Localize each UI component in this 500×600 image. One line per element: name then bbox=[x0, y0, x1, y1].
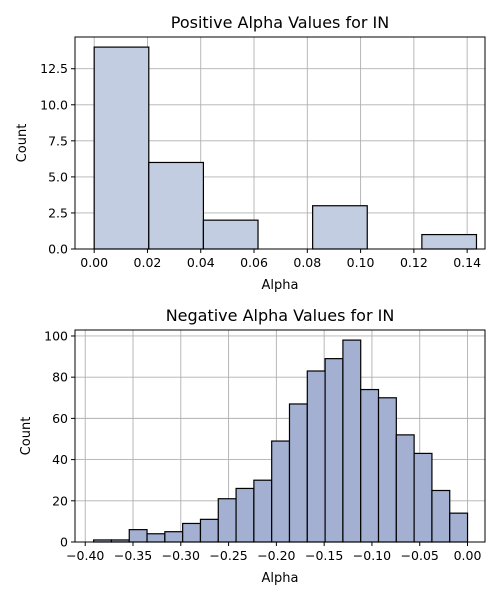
y-tick-label: 0.0 bbox=[48, 242, 68, 257]
x-tick-label: 0.08 bbox=[293, 255, 321, 270]
histogram-bar bbox=[449, 512, 469, 543]
negative-alpha-histogram: −0.40 −0.35 −0.30 −0.25 −0.20 −0.15 −0.10 −0.05… bbox=[19, 306, 486, 586]
histogram-bar bbox=[342, 339, 362, 543]
x-tick-label: 0.00 bbox=[454, 548, 482, 563]
plot-frame bbox=[74, 36, 486, 250]
y-tick-label: 10.0 bbox=[40, 97, 68, 112]
histogram-bar bbox=[360, 388, 380, 543]
x-tick-label: −0.35 bbox=[114, 548, 152, 563]
x-tick-label: 0.10 bbox=[347, 255, 375, 270]
x-tick-label: 0.02 bbox=[134, 255, 162, 270]
y-tick-label: 2.5 bbox=[48, 205, 68, 220]
histogram-bar bbox=[288, 403, 308, 543]
x-tick-label: −0.15 bbox=[305, 548, 343, 563]
y-tick-label: 40 bbox=[52, 452, 68, 467]
histogram-bar bbox=[271, 440, 291, 543]
histogram-bar bbox=[253, 479, 273, 543]
x-axis-label: Alpha bbox=[262, 278, 299, 293]
y-axis-label: Count bbox=[15, 124, 30, 163]
y-tick-label: 80 bbox=[52, 370, 68, 385]
x-tick-label: −0.25 bbox=[209, 548, 247, 563]
y-tick-label: 0 bbox=[60, 535, 68, 550]
x-tick-label: 0.00 bbox=[80, 255, 108, 270]
histogram-bar bbox=[421, 233, 478, 250]
histogram-bar bbox=[199, 518, 219, 543]
histogram-bar bbox=[324, 358, 344, 543]
histogram-bar bbox=[164, 531, 184, 543]
histogram-bar bbox=[217, 498, 237, 543]
x-tick-label: 0.12 bbox=[400, 255, 428, 270]
y-tick-label: 100 bbox=[44, 328, 68, 343]
histogram-bar bbox=[93, 46, 150, 250]
x-tick-label: −0.05 bbox=[401, 548, 439, 563]
x-tick-label: 0.06 bbox=[240, 255, 268, 270]
histogram-bar bbox=[395, 434, 415, 543]
x-tick-label: 0.04 bbox=[187, 255, 215, 270]
y-tick-label: 5.0 bbox=[48, 169, 68, 184]
histogram-bar bbox=[312, 205, 368, 250]
histogram-bar bbox=[235, 487, 255, 543]
x-tick-label: −0.20 bbox=[257, 548, 295, 563]
histogram-bar bbox=[306, 370, 326, 543]
histogram-bar bbox=[148, 161, 205, 250]
histogram-bar bbox=[128, 529, 148, 543]
x-tick-label: −0.10 bbox=[353, 548, 391, 563]
y-tick-label: 20 bbox=[52, 493, 68, 508]
chart-title: Negative Alpha Values for IN bbox=[166, 306, 395, 325]
histogram-bar bbox=[182, 522, 202, 543]
x-tick-label: −0.40 bbox=[66, 548, 104, 563]
histogram-bar bbox=[146, 533, 166, 543]
y-tick-label: 12.5 bbox=[40, 61, 68, 76]
x-tick-label: −0.30 bbox=[162, 548, 200, 563]
histogram-bar bbox=[413, 452, 433, 543]
histogram-bar bbox=[202, 219, 259, 250]
y-axis-label: Count bbox=[19, 417, 34, 456]
plot-frame bbox=[74, 329, 486, 543]
chart-title: Positive Alpha Values for IN bbox=[171, 13, 389, 32]
y-tick-label: 7.5 bbox=[48, 133, 68, 148]
x-tick-label: 0.14 bbox=[453, 255, 481, 270]
histogram-bar bbox=[377, 397, 397, 543]
positive-alpha-histogram: 0.00 0.02 0.04 0.06 0.08 0.10 0.12 0.14 0.0 2.5 5.… bbox=[15, 13, 486, 293]
x-axis-label: Alpha bbox=[262, 571, 299, 586]
y-tick-label: 60 bbox=[52, 411, 68, 426]
histogram-bar bbox=[431, 489, 451, 543]
